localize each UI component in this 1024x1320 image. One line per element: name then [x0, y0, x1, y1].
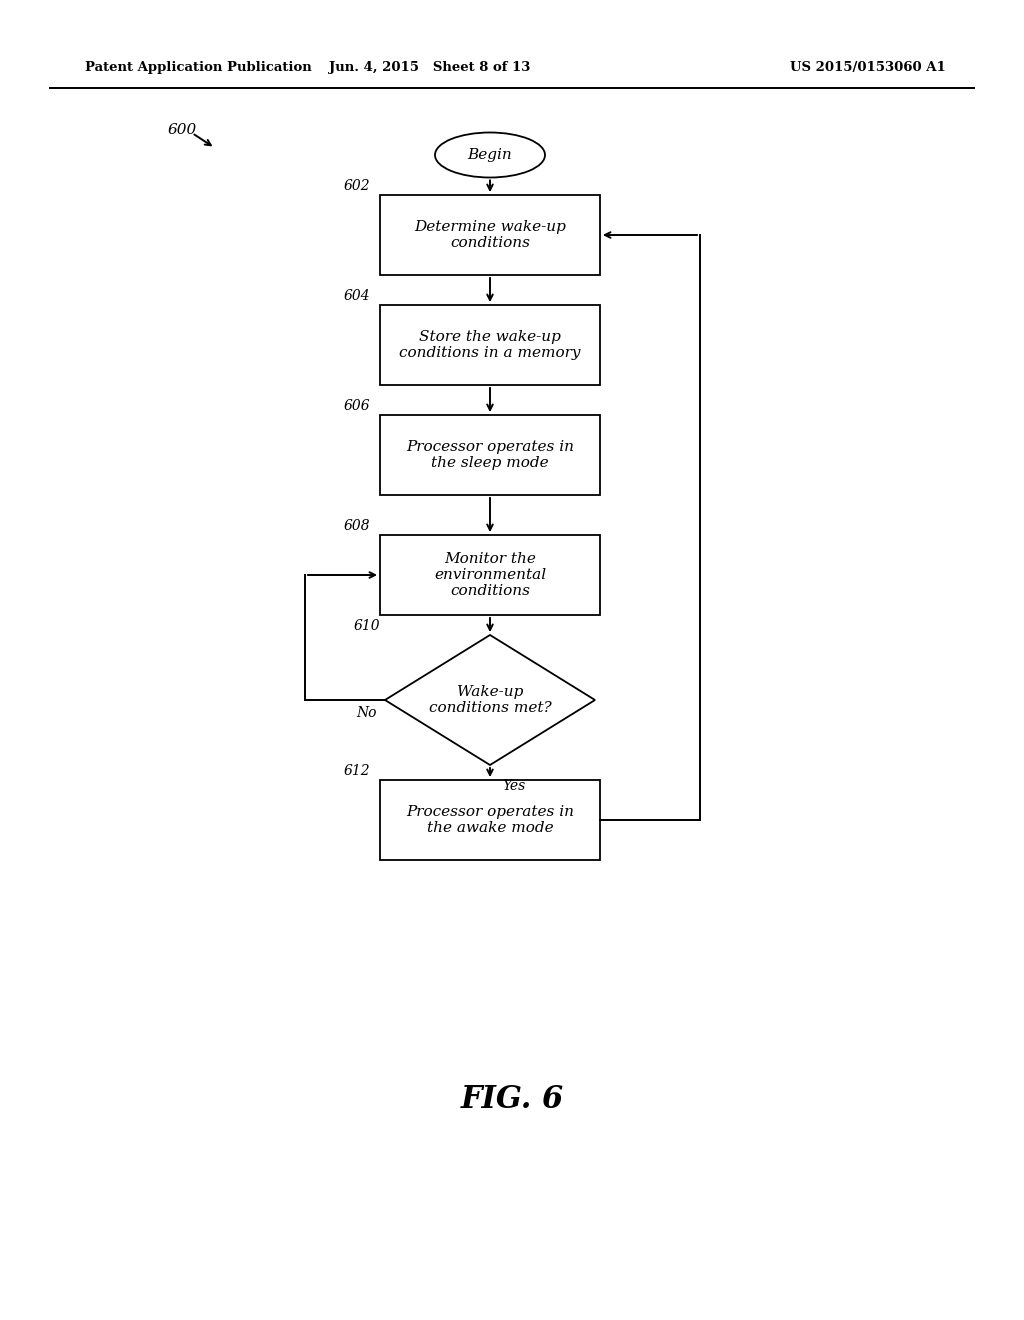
Ellipse shape: [435, 132, 545, 177]
Text: Jun. 4, 2015   Sheet 8 of 13: Jun. 4, 2015 Sheet 8 of 13: [330, 62, 530, 74]
Text: No: No: [356, 706, 377, 719]
Text: 610: 610: [353, 619, 380, 634]
Polygon shape: [385, 635, 595, 766]
Text: 608: 608: [343, 519, 370, 533]
Bar: [380, 780, 600, 861]
Bar: [380, 305, 600, 385]
Text: Store the wake-up
conditions in a memory: Store the wake-up conditions in a memory: [399, 330, 581, 360]
Text: Determine wake-up
conditions: Determine wake-up conditions: [414, 220, 566, 249]
Text: 612: 612: [343, 764, 370, 777]
Text: Yes: Yes: [502, 779, 525, 793]
Text: 602: 602: [343, 180, 370, 193]
Bar: [380, 535, 600, 615]
Text: FIG. 6: FIG. 6: [461, 1085, 563, 1115]
Text: 600: 600: [168, 123, 198, 137]
Text: Processor operates in
the awake mode: Processor operates in the awake mode: [406, 805, 574, 836]
Text: 604: 604: [343, 289, 370, 304]
Text: Patent Application Publication: Patent Application Publication: [85, 62, 311, 74]
Text: US 2015/0153060 A1: US 2015/0153060 A1: [790, 62, 946, 74]
Text: Begin: Begin: [468, 148, 512, 162]
Bar: [380, 414, 600, 495]
Text: Wake-up
conditions met?: Wake-up conditions met?: [429, 685, 551, 715]
Bar: [380, 195, 600, 275]
Text: Monitor the
environmental
conditions: Monitor the environmental conditions: [434, 552, 546, 598]
Text: Processor operates in
the sleep mode: Processor operates in the sleep mode: [406, 440, 574, 470]
Text: 606: 606: [343, 399, 370, 413]
